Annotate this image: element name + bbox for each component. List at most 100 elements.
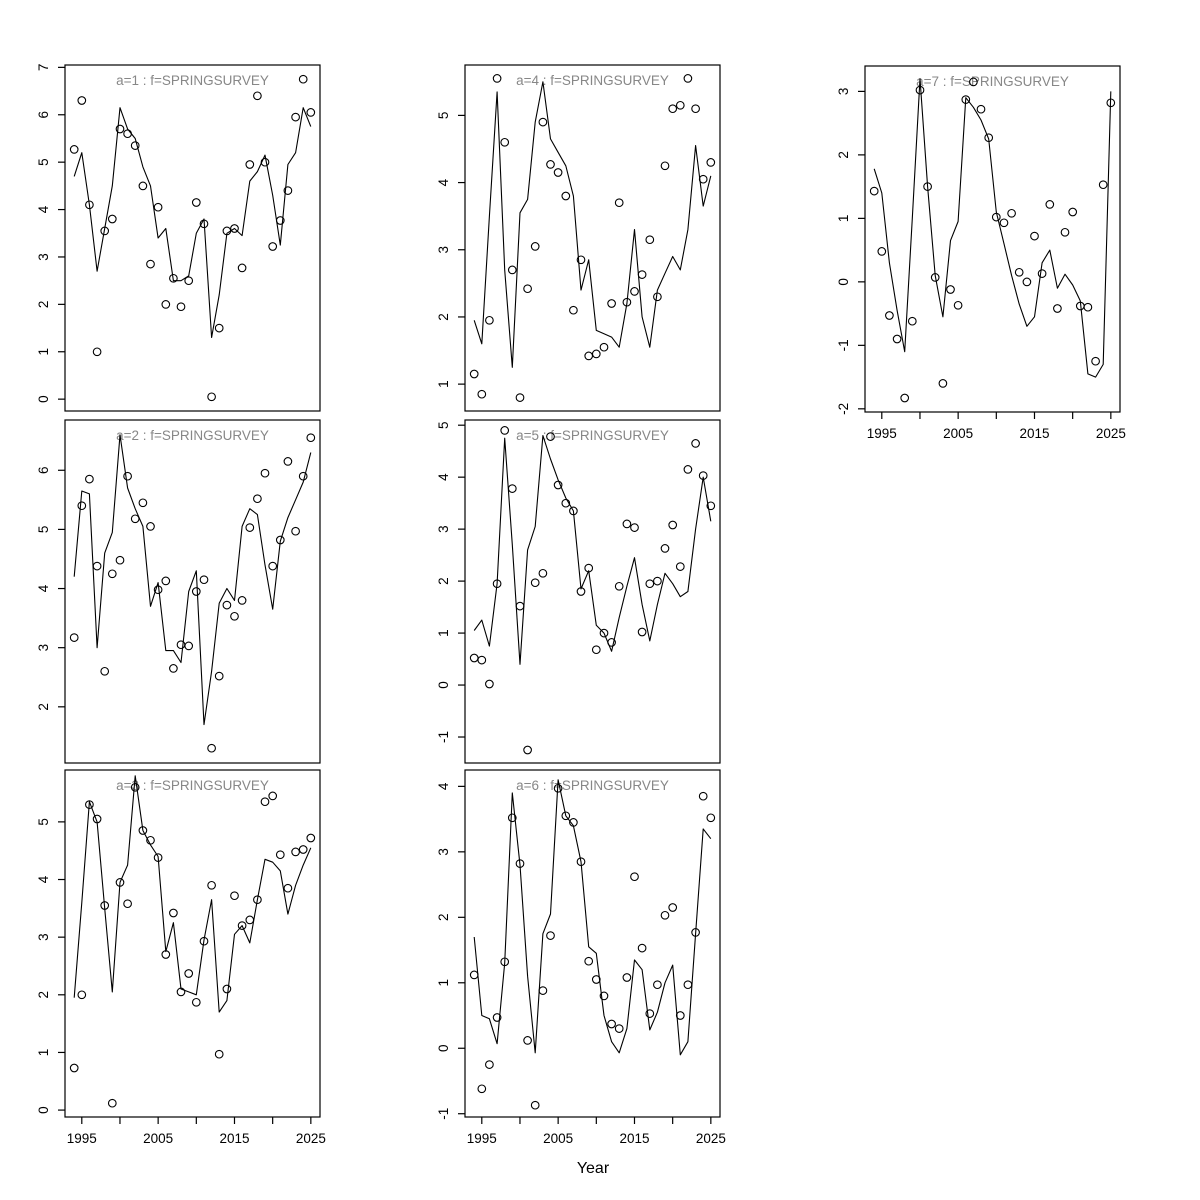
observed-point — [675, 562, 685, 571]
observed-point — [492, 74, 502, 83]
observed-point — [138, 181, 148, 191]
observed-point — [515, 393, 525, 402]
observed-point — [214, 671, 224, 681]
observed-point — [706, 158, 716, 167]
observed-point — [1091, 356, 1100, 366]
observed-point — [176, 640, 186, 650]
observed-point — [92, 814, 102, 824]
observed-point — [184, 641, 194, 651]
y-tick-label: 6 — [36, 111, 51, 119]
observed-point — [675, 1011, 685, 1020]
y-tick-label: 3 — [36, 253, 51, 261]
panel-box — [864, 65, 1121, 413]
observed-point — [691, 104, 700, 114]
observed-point — [199, 575, 209, 585]
observed-point — [576, 857, 586, 867]
observed-point — [176, 302, 186, 312]
observed-point — [915, 85, 925, 95]
observed-point — [961, 95, 971, 104]
observed-point — [660, 161, 670, 171]
observed-point — [569, 506, 578, 516]
y-tick-label: 1 — [436, 380, 451, 388]
observed-point — [222, 984, 232, 994]
y-tick-label: 6 — [36, 467, 51, 475]
y-tick-label: 2 — [436, 313, 451, 321]
observed-point — [507, 265, 517, 275]
observed-point — [253, 895, 262, 905]
observed-point — [507, 484, 517, 493]
observed-point — [622, 297, 632, 307]
observed-point — [637, 270, 647, 279]
observed-point — [599, 991, 609, 1001]
observed-point — [184, 969, 194, 978]
fitted-line — [473, 779, 712, 1056]
observed-point — [492, 1013, 502, 1022]
observed-point — [161, 300, 171, 309]
observed-point — [469, 970, 479, 980]
y-tick-label: 4 — [436, 473, 451, 481]
observed-point — [907, 316, 917, 326]
observed-point — [176, 987, 186, 997]
y-tick-label: 3 — [436, 848, 451, 856]
observed-point — [298, 74, 308, 84]
panel-a4: a=4 : f=SPRINGSURVEY 1 2 3 4 5 — [436, 64, 721, 412]
observed-point — [953, 300, 963, 310]
observed-point — [268, 242, 278, 251]
observed-point — [268, 791, 278, 801]
observed-point — [553, 783, 563, 793]
observed-point — [130, 141, 140, 150]
observed-point — [599, 342, 609, 352]
y-tick-label: 0 — [36, 1106, 51, 1114]
observed-point — [500, 957, 510, 967]
observed-point — [477, 655, 487, 665]
observed-point — [892, 334, 902, 344]
observed-point — [207, 880, 216, 890]
observed-point — [130, 514, 140, 524]
observed-point — [683, 74, 693, 83]
observed-point — [546, 931, 555, 940]
observed-point — [546, 432, 555, 441]
x-tick-label: 2015 — [219, 1131, 249, 1146]
panel-box — [464, 64, 721, 412]
observed-point — [291, 526, 300, 536]
y-tick-label: 2 — [36, 301, 51, 309]
observed-point — [477, 1084, 487, 1094]
observed-point — [275, 216, 285, 225]
y-tick-label: 1 — [436, 979, 451, 987]
panel-box — [64, 769, 321, 1118]
observed-point — [214, 323, 224, 333]
observed-point — [591, 645, 601, 655]
observed-point — [146, 522, 155, 531]
observed-point — [698, 471, 708, 480]
observed-point — [477, 389, 487, 399]
y-tick-label: 3 — [36, 644, 51, 652]
observed-point — [283, 883, 293, 893]
observed-point — [230, 891, 239, 901]
observed-point — [260, 468, 270, 478]
observed-point — [614, 581, 624, 591]
observed-point — [69, 145, 79, 154]
observed-point — [1068, 207, 1078, 217]
observed-point — [500, 426, 510, 435]
observed-point — [591, 975, 601, 984]
y-tick-label: 3 — [436, 525, 451, 533]
y-tick-label: 3 — [436, 246, 451, 254]
y-tick-label: 5 — [36, 818, 51, 826]
observed-point — [191, 198, 201, 207]
panel-title: a=4 : f=SPRINGSURVEY — [516, 73, 669, 88]
observed-point — [306, 433, 316, 443]
observed-point — [222, 600, 232, 610]
y-tick-label: 5 — [436, 421, 451, 429]
panel-box — [464, 419, 721, 764]
observed-point — [561, 811, 571, 821]
observed-point — [530, 578, 540, 588]
observed-point — [199, 936, 209, 946]
observed-point — [275, 535, 285, 545]
observed-point — [169, 908, 178, 918]
observed-point — [553, 480, 563, 490]
observed-point — [469, 653, 479, 663]
y-tick-label: 3 — [36, 933, 51, 941]
observed-point — [614, 198, 624, 208]
observed-point — [1098, 180, 1108, 190]
observed-point — [877, 247, 887, 256]
